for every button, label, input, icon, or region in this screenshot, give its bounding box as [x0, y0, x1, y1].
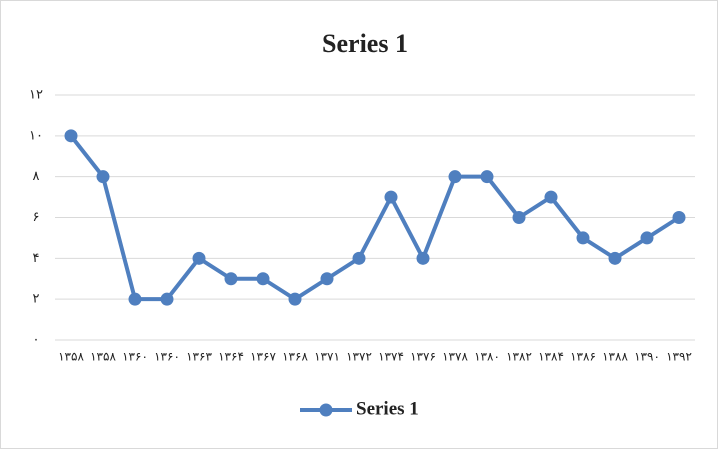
legend-label: Series 1	[356, 398, 419, 419]
point	[192, 251, 206, 265]
x-tick-label: ۱۳۵۸	[58, 350, 84, 364]
point	[544, 190, 558, 204]
y-tick-label: ۱۰	[29, 128, 43, 143]
x-tick-label: ۱۳۶۷	[250, 350, 276, 364]
chart-title: Series 1	[322, 29, 408, 58]
legend-marker	[319, 403, 333, 417]
x-tick-label: ۱۳۷۱	[314, 350, 340, 364]
x-tick-label: ۱۳۸۶	[570, 350, 596, 364]
x-tick-label: ۱۳۸۸	[602, 350, 628, 364]
point	[448, 170, 462, 184]
y-tick-label: ۶	[33, 210, 40, 225]
x-tick-label: ۱۳۸۲	[506, 350, 532, 364]
point	[640, 231, 654, 245]
y-tick-label: ۱۲	[29, 88, 43, 103]
x-tick-label: ۱۳۸۴	[538, 350, 564, 364]
point	[512, 211, 526, 224]
point	[320, 272, 334, 286]
y-tick-label: ۴	[33, 251, 40, 266]
point	[416, 251, 430, 265]
x-tick-label: ۱۳۹۲	[666, 350, 692, 364]
x-tick-label: ۱۳۷۴	[378, 350, 404, 364]
x-tick-label: ۱۳۷۸	[442, 350, 468, 364]
point	[224, 272, 238, 286]
x-tick-label: ۱۳۷۲	[346, 350, 372, 364]
x-tick-label: ۱۳۸۰	[474, 350, 500, 364]
x-tick-label: ۱۳۵۸	[90, 350, 116, 364]
series-line	[69, 134, 681, 302]
point	[288, 292, 302, 306]
point	[64, 129, 78, 143]
x-tick-label: ۱۳۶۰	[154, 350, 180, 364]
x-tick-label: ۱۳۹۰	[634, 350, 660, 364]
point	[352, 251, 366, 265]
point	[128, 292, 142, 306]
x-tick-label: ۱۳۶۸	[282, 350, 308, 364]
y-tick-label: ۸	[33, 169, 40, 184]
point	[96, 170, 110, 184]
point	[672, 211, 686, 224]
point	[160, 292, 174, 306]
point	[608, 251, 622, 265]
x-tick-label: ۱۳۶۴	[218, 350, 244, 364]
point	[384, 190, 398, 204]
y-tick-label: ۰	[33, 333, 40, 348]
y-tick-label: ۲	[33, 292, 40, 307]
x-tick-label: ۱۳۶۰	[122, 350, 148, 364]
x-tick-label: ۱۳۶۳	[186, 350, 212, 364]
point	[576, 231, 590, 245]
x-tick-label: ۱۳۷۶	[410, 350, 436, 364]
point	[256, 272, 270, 286]
point	[480, 170, 494, 184]
